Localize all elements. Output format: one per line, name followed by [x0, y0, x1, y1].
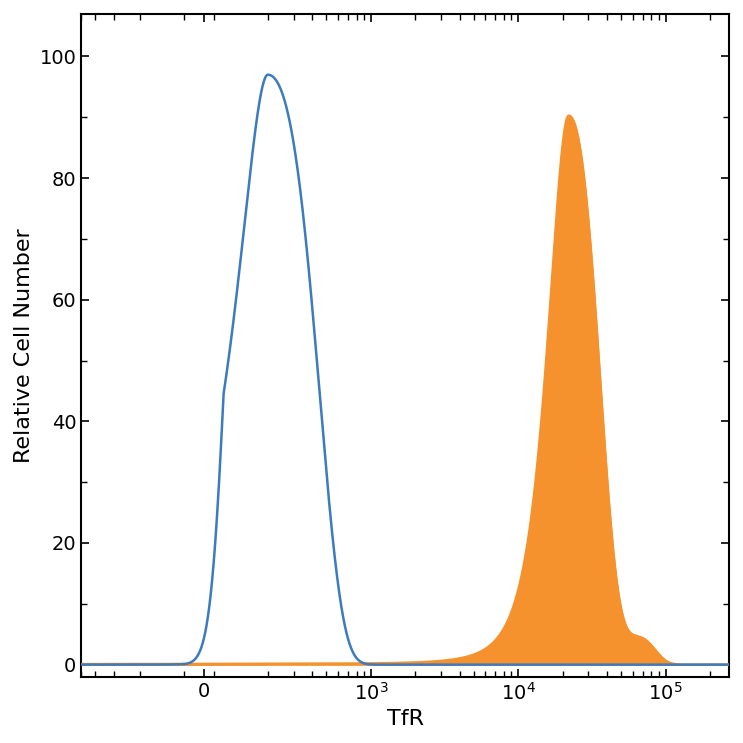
Y-axis label: Relative Cell Number: Relative Cell Number: [14, 228, 34, 463]
X-axis label: TfR: TfR: [386, 709, 424, 729]
